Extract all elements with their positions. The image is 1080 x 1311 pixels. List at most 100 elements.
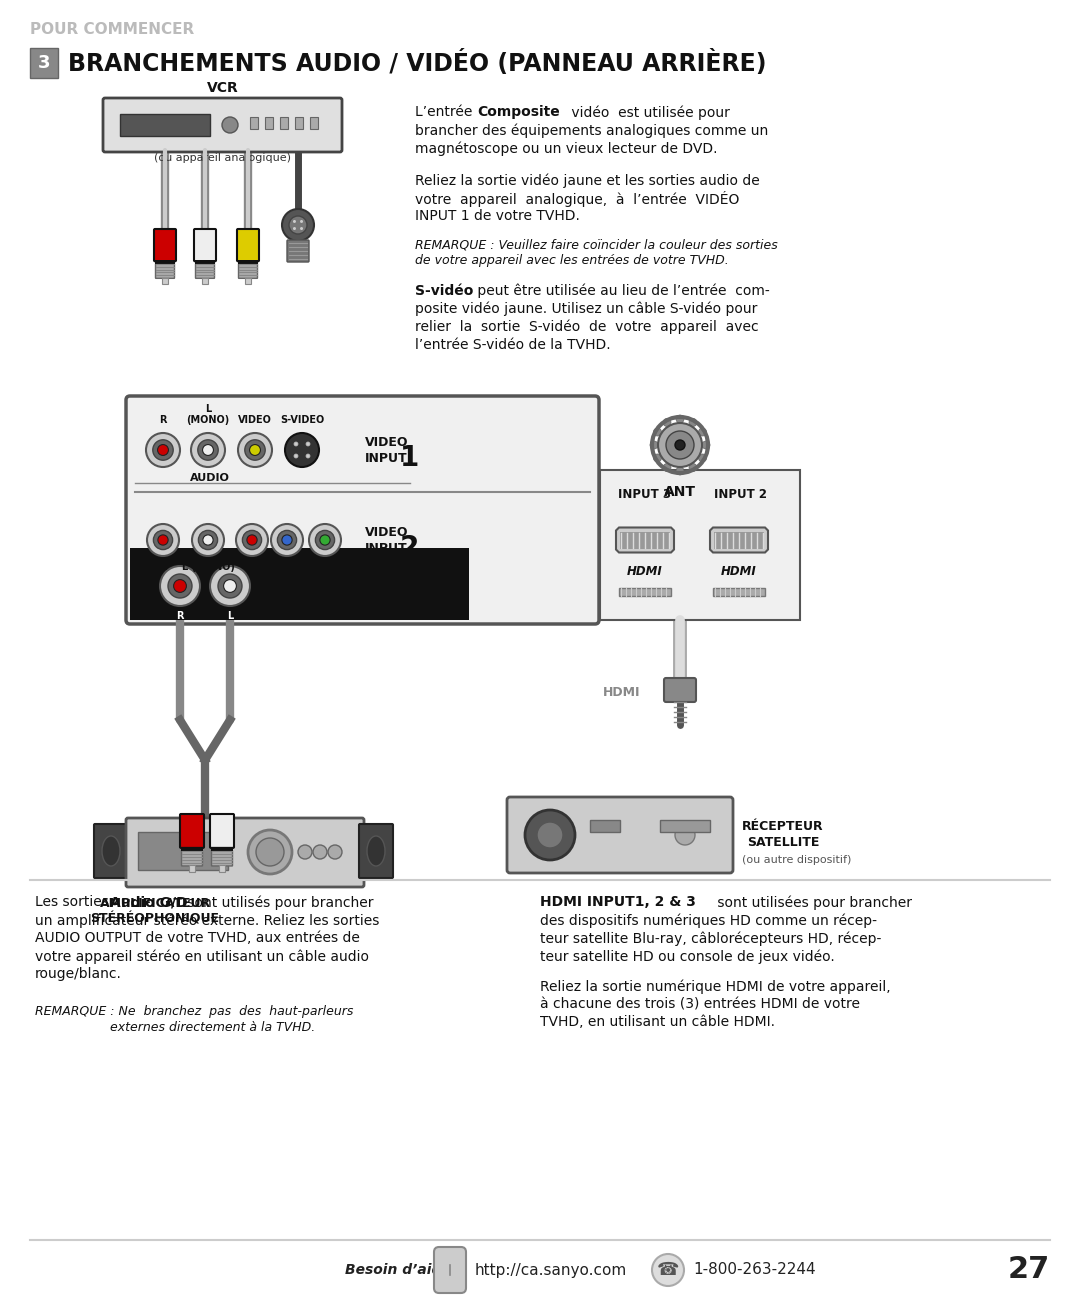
Text: à chacune des trois (3) entrées HDMI de votre: à chacune des trois (3) entrées HDMI de … [540,996,860,1011]
Text: AMPLIFICATEUR
STÉRÉOPHONIQUE: AMPLIFICATEUR STÉRÉOPHONIQUE [91,897,219,926]
Bar [590,819,620,832]
Text: Reliez la sortie vidéo jaune et les sorties audio de: Reliez la sortie vidéo jaune et les sort… [415,173,759,187]
Text: rouge/blanc.: rouge/blanc. [35,968,122,981]
Circle shape [192,524,224,556]
Text: INPUT: INPUT [365,451,407,464]
Bar [130,548,470,620]
FancyBboxPatch shape [154,229,176,261]
Text: (ou appareil analogique): (ou appareil analogique) [154,153,291,163]
Text: externes directement à la TVHD.: externes directement à la TVHD. [110,1021,315,1034]
Circle shape [675,440,685,450]
Text: L (MONO): L (MONO) [181,562,234,572]
Polygon shape [616,527,674,552]
Text: (ou autre dispositif): (ou autre dispositif) [742,855,851,865]
Bar [249,117,258,128]
Bar [660,819,710,832]
Text: magnétoscope ou un vieux lecteur de DVD.: magnétoscope ou un vieux lecteur de DVD. [415,142,717,156]
Circle shape [652,1255,684,1286]
Circle shape [306,454,310,458]
Text: Composite: Composite [477,105,559,119]
Bar [310,117,318,128]
FancyBboxPatch shape [156,264,175,278]
Text: de votre appareil avec les entrées de votre TVHD.: de votre appareil avec les entrées de vo… [415,254,729,267]
Circle shape [282,208,314,241]
Circle shape [653,427,661,437]
Circle shape [278,531,297,549]
Text: INPUT 2: INPUT 2 [714,489,767,502]
Text: HDMI: HDMI [627,565,663,578]
Circle shape [248,830,292,874]
Circle shape [294,454,298,458]
Text: des dispositifs numériques HD comme un récep-: des dispositifs numériques HD comme un r… [540,912,877,927]
FancyBboxPatch shape [664,678,696,701]
Text: AUDIO OUTPUT de votre TVHD, aux entrées de: AUDIO OUTPUT de votre TVHD, aux entrées … [35,931,360,945]
Text: sont utilisées pour brancher: sont utilisées pour brancher [713,895,912,910]
Bar [713,589,765,597]
Text: R: R [159,416,166,425]
Circle shape [313,846,327,859]
Circle shape [663,418,671,426]
Circle shape [222,117,238,132]
Text: VIDEO: VIDEO [365,435,408,448]
FancyBboxPatch shape [103,98,342,152]
Circle shape [293,220,296,223]
Bar [619,589,671,597]
Text: vidéo  est utilisée pour: vidéo est utilisée pour [567,105,730,119]
Text: relier  la  sortie  S-vidéo  de  votre  appareil  avec: relier la sortie S-vidéo de votre appare… [415,320,758,334]
Circle shape [699,454,706,461]
FancyBboxPatch shape [94,825,129,878]
Circle shape [242,531,261,549]
Circle shape [238,433,272,467]
Bar [202,278,208,284]
Ellipse shape [102,836,120,867]
FancyBboxPatch shape [507,797,733,873]
Circle shape [285,433,319,467]
Bar [265,117,273,128]
Bar [195,261,215,264]
Text: teur satellite HD ou console de jeux vidéo.: teur satellite HD ou console de jeux vid… [540,949,835,964]
Circle shape [245,439,266,460]
Text: Les sorties: Les sorties [35,895,113,909]
Circle shape [203,444,214,455]
Text: sont utilisés pour brancher: sont utilisés pour brancher [183,895,374,910]
Text: R: R [176,611,184,621]
Circle shape [298,846,312,859]
Circle shape [289,216,307,233]
Circle shape [147,524,179,556]
Text: REMARQUE : Veuillez faire coïncider la couleur des sorties: REMARQUE : Veuillez faire coïncider la c… [415,239,778,250]
Bar [600,471,800,620]
Circle shape [676,416,684,423]
Circle shape [525,810,575,860]
FancyBboxPatch shape [181,851,203,867]
Bar [120,114,210,136]
Text: HDMI INPUT1, 2 & 3: HDMI INPUT1, 2 & 3 [540,895,696,909]
Bar [30,49,58,77]
Circle shape [320,535,330,545]
Bar [211,847,233,851]
Circle shape [658,423,702,467]
Circle shape [675,825,696,846]
Circle shape [158,444,168,455]
FancyBboxPatch shape [237,229,259,261]
Text: ☎: ☎ [657,1261,679,1280]
Text: peut être utilisée au lieu de l’entrée  com-: peut être utilisée au lieu de l’entrée c… [473,284,770,299]
Circle shape [160,566,200,606]
Circle shape [306,442,310,446]
Circle shape [249,444,260,455]
FancyBboxPatch shape [195,264,215,278]
Text: INPUT 1 de votre TVHD.: INPUT 1 de votre TVHD. [415,208,580,223]
Text: 1: 1 [400,444,419,472]
Text: POUR COMMENCER: POUR COMMENCER [30,22,194,37]
Text: 1-800-263-2244: 1-800-263-2244 [693,1262,815,1277]
Circle shape [689,464,697,472]
Bar [138,832,228,871]
Text: Pb: Pb [280,562,294,572]
FancyBboxPatch shape [287,240,309,262]
Circle shape [315,531,335,549]
Text: L: L [227,611,233,621]
Bar [620,531,670,548]
Bar [156,261,175,264]
Bar [245,278,251,284]
Circle shape [224,579,237,593]
Circle shape [153,531,173,549]
